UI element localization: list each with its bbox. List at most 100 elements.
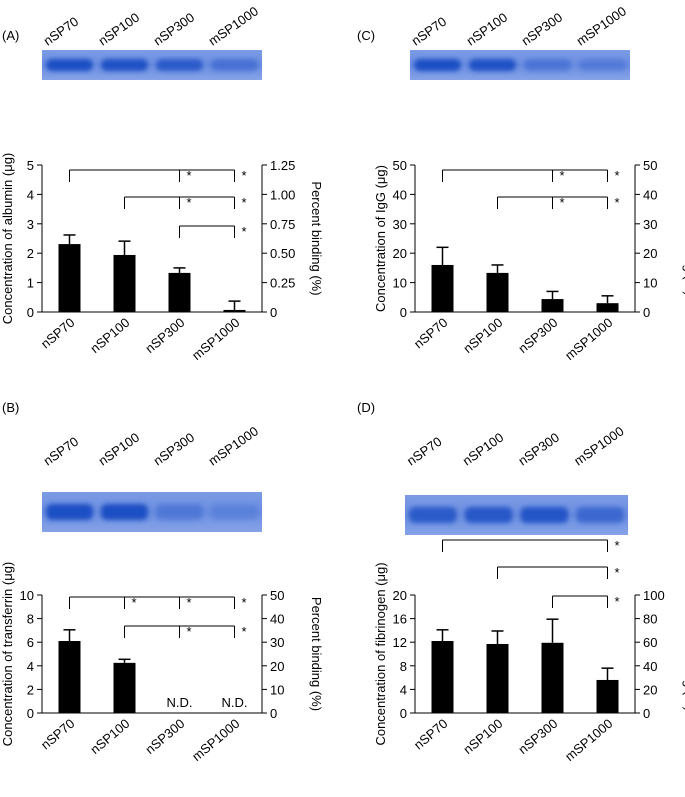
bar <box>58 244 81 312</box>
y-tick-label: 0 <box>27 305 34 320</box>
value-label: N.D. <box>167 695 193 710</box>
x-tick-label: mSP1000 <box>562 716 615 764</box>
y2-tick-label: 0.75 <box>270 217 295 232</box>
y-tick-label: 30 <box>393 217 407 232</box>
gel-band <box>464 507 513 523</box>
y2-tick-label: 30 <box>270 635 284 650</box>
y-tick-label: 20 <box>393 588 407 603</box>
y2-axis-title: Percent binding (%) <box>309 597 324 711</box>
y-tick-label: 3 <box>27 217 34 232</box>
y2-tick-label: 50 <box>270 588 284 603</box>
y2-tick-label: 0 <box>643 706 650 721</box>
gel-lane-label: mSP1000 <box>574 3 629 48</box>
y2-tick-label: 0.25 <box>270 276 295 291</box>
y2-tick-label: 40 <box>643 187 657 202</box>
y2-tick-label: 60 <box>643 635 657 650</box>
gel-band <box>46 59 93 71</box>
x-tick-label: nSP100 <box>460 716 505 757</box>
y2-tick-label: 80 <box>643 612 657 627</box>
y-axis-title: Concentration of fibrinogen (μg) <box>373 562 388 745</box>
gel-band <box>414 59 461 71</box>
y2-tick-label: 20 <box>643 682 657 697</box>
significance-star: * <box>242 168 247 183</box>
gel-lane-label: nSP70 <box>404 434 445 469</box>
value-label: N.D. <box>222 695 248 710</box>
x-tick-label: nSP70 <box>38 716 78 753</box>
y2-tick-label: 40 <box>270 612 284 627</box>
significance-star: * <box>560 195 565 210</box>
y2-tick-label: 10 <box>643 276 657 291</box>
gel-lane-label: nSP70 <box>409 14 450 49</box>
x-tick-label: mSP1000 <box>189 315 242 363</box>
gel-lane-label: nSP300 <box>151 10 198 49</box>
gel-band <box>409 507 457 523</box>
gel-band <box>101 59 148 71</box>
y2-tick-label: 0 <box>270 706 277 721</box>
x-tick-label: nSP100 <box>87 315 132 356</box>
gel-band <box>520 507 569 523</box>
significance-star: * <box>242 595 247 610</box>
significance-star: * <box>242 195 247 210</box>
significance-star: * <box>615 168 620 183</box>
bar <box>596 303 619 312</box>
y-tick-label: 12 <box>393 635 407 650</box>
y2-tick-label: 1.00 <box>270 187 295 202</box>
y2-tick-label: 50 <box>643 158 657 173</box>
gel-band <box>156 59 203 71</box>
gel-lane-label: mSP1000 <box>206 423 261 468</box>
y-tick-label: 6 <box>27 635 34 650</box>
significance-star: * <box>615 195 620 210</box>
y2-axis-title: Percent binding (%) <box>682 181 685 295</box>
y-tick-label: 8 <box>27 612 34 627</box>
y-tick-label: 0 <box>400 305 407 320</box>
gel-lane-label: mSP1000 <box>571 423 626 468</box>
panel-label: (C) <box>357 28 375 43</box>
y2-tick-label: 20 <box>270 659 284 674</box>
bar <box>541 299 564 312</box>
y-tick-label: 4 <box>400 682 407 697</box>
y2-tick-label: 0.50 <box>270 246 295 261</box>
gel-lane-label: nSP70 <box>41 434 82 469</box>
panel-label: (A) <box>2 28 19 43</box>
x-tick-label: nSP300 <box>515 716 560 757</box>
y-axis-title: Concentration of albumin (μg) <box>0 153 15 325</box>
bar <box>486 643 509 713</box>
significance-star: * <box>187 168 192 183</box>
panel-label: (D) <box>357 400 375 415</box>
y-tick-label: 8 <box>400 659 407 674</box>
significance-star: * <box>560 168 565 183</box>
y2-tick-label: 10 <box>270 682 284 697</box>
bar <box>113 254 136 312</box>
y-tick-label: 4 <box>27 187 34 202</box>
gel-band <box>211 504 258 520</box>
bar <box>58 641 81 713</box>
y2-tick-label: 0 <box>270 305 277 320</box>
x-tick-label: nSP70 <box>411 315 451 352</box>
gel-band <box>579 59 626 71</box>
significance-star: * <box>187 595 192 610</box>
y2-tick-label: 100 <box>643 588 665 603</box>
bar <box>113 662 136 713</box>
x-tick-label: mSP1000 <box>189 716 242 764</box>
y-axis-title: Concentration of transferrin (μg) <box>0 562 15 747</box>
gel-band <box>576 507 624 523</box>
bar <box>486 272 509 312</box>
bar <box>431 641 454 713</box>
x-tick-label: nSP100 <box>460 315 505 356</box>
gel-lane-label: nSP100 <box>96 10 143 49</box>
gel-lane-label: nSP300 <box>151 430 198 469</box>
y-tick-label: 16 <box>393 612 407 627</box>
gel-lane-label: nSP300 <box>519 10 566 49</box>
y2-axis-title: Percent binding (%) <box>682 597 685 711</box>
gel-band <box>101 504 148 520</box>
y2-tick-label: 1.25 <box>270 158 295 173</box>
significance-star: * <box>615 594 620 609</box>
y2-tick-label: 40 <box>643 659 657 674</box>
gel-band <box>469 59 516 71</box>
y2-tick-label: 0 <box>643 305 650 320</box>
significance-star: * <box>187 195 192 210</box>
gel-lane-label: nSP70 <box>41 14 82 49</box>
gel-lane-label: nSP100 <box>460 430 507 469</box>
y-tick-label: 4 <box>27 659 34 674</box>
